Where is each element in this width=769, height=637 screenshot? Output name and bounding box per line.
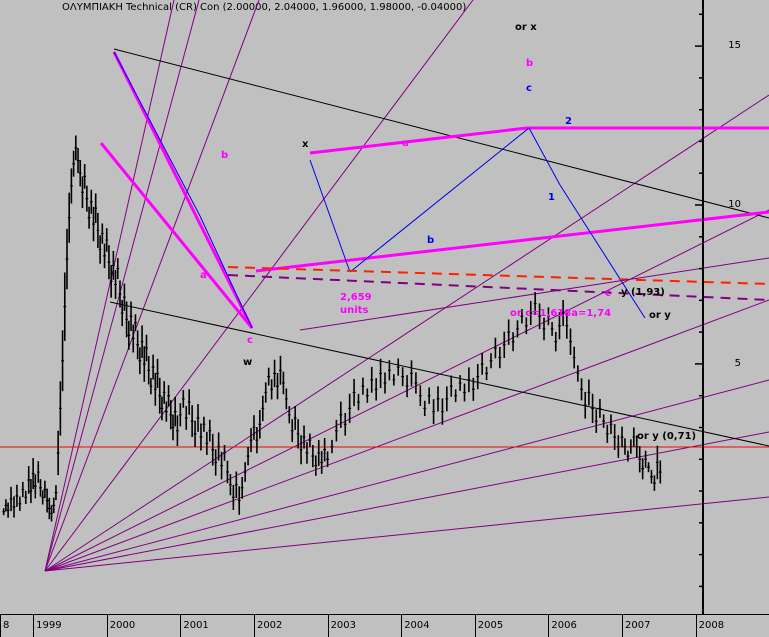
fan-8	[44, 379, 769, 572]
chart-annotation: x	[302, 139, 309, 150]
price-series-group	[2, 135, 662, 522]
chart-annotation: a	[402, 138, 409, 149]
x-tick-cell: 2000	[106, 615, 182, 637]
x-tick-cell: 2004	[401, 615, 476, 637]
blue-zigzag-4	[349, 127, 530, 273]
chart-annotation: b	[526, 58, 534, 69]
chart-annotation: w	[243, 357, 253, 368]
x-tick-label: 2001	[183, 620, 209, 631]
x-tick-cell: 2001	[180, 615, 255, 637]
blue-zigzag-1	[113, 51, 201, 217]
blue-zigzag-6	[559, 184, 646, 319]
x-tick-label: 2002	[256, 620, 283, 631]
blue-zigzag-3	[309, 159, 351, 273]
magenta-channel-upper	[309, 126, 528, 155]
fan-4	[44, 0, 474, 572]
chart-annotation: b	[221, 150, 229, 161]
blue-zigzag-2	[199, 215, 253, 329]
chart-annotation: c	[526, 83, 532, 94]
black-lower-channel	[109, 301, 769, 447]
y-ticks-group	[695, 13, 703, 588]
y-tick-label: 5	[734, 357, 741, 369]
fan-7	[44, 299, 769, 572]
y-tick-label: 10	[728, 199, 741, 210]
x-tick-label: 2000	[109, 620, 136, 631]
x-tick-cell: 8	[0, 615, 34, 637]
blue-zigzag-5	[528, 127, 561, 186]
chart-annotation: 2	[565, 116, 572, 127]
x-tick-cell: 2005	[474, 615, 550, 637]
chart-annotation: b	[427, 235, 435, 246]
red-dashed-target	[227, 266, 769, 285]
x-tick-cell: 2002	[253, 615, 329, 637]
fan-3	[44, 0, 260, 572]
trendlines-group	[0, 0, 769, 572]
x-tick-label: 2003	[330, 620, 357, 631]
x-tick-label: 2006	[551, 620, 577, 631]
x-tick-label: 2007	[625, 620, 651, 631]
magenta-wedge-upper	[112, 51, 254, 329]
x-tick-label: 2005	[477, 620, 504, 631]
chart-annotation: a	[200, 270, 207, 281]
x-tick-cell: 2008	[695, 615, 769, 637]
y-tick-label: 15	[728, 40, 741, 52]
x-tick-cell: 2006	[548, 615, 623, 637]
fan-1	[44, 0, 175, 572]
magenta-channel-lower	[255, 210, 769, 273]
chart-annotation: or x	[515, 22, 537, 33]
x-axis: 8 1999 2000 2001 2002 2003 2004 2005 2006 2007 200…	[0, 614, 769, 637]
fan-10	[44, 496, 769, 572]
chart-annotation: 1	[548, 192, 555, 203]
x-tick-cell: 2007	[622, 615, 697, 637]
purple-dashed-target	[227, 274, 769, 301]
chart-title: ΟΛΥΜΠΙΑΚΗ Technical (CR) Con (2.00000, 2…	[62, 2, 467, 13]
chart-annotation: c	[247, 335, 253, 346]
chart-annotation: c	[605, 288, 611, 299]
x-tick-label: 8	[3, 620, 10, 631]
chart-annotation: or y (0,71)	[637, 431, 697, 442]
x-tick-label: 2004	[404, 620, 430, 631]
chart-annotation: units	[340, 305, 369, 316]
magenta-wedge-lower	[99, 142, 254, 329]
x-tick-label: 1999	[36, 620, 62, 631]
fan-5	[44, 94, 769, 572]
x-tick-label: 2008	[698, 620, 725, 631]
chart-annotation: y (1,93)	[621, 287, 665, 298]
black-upper-channel	[113, 48, 769, 219]
chart-annotation: or y	[649, 310, 671, 321]
x-tick-cell: 2003	[327, 615, 403, 637]
fan-9	[44, 431, 769, 572]
fan-2	[44, 0, 200, 572]
chart-annotation: or c=1,618a=1,74	[510, 308, 612, 319]
x-tick-cell: 1999	[33, 615, 108, 637]
chart-annotation: 2,659	[340, 292, 372, 303]
